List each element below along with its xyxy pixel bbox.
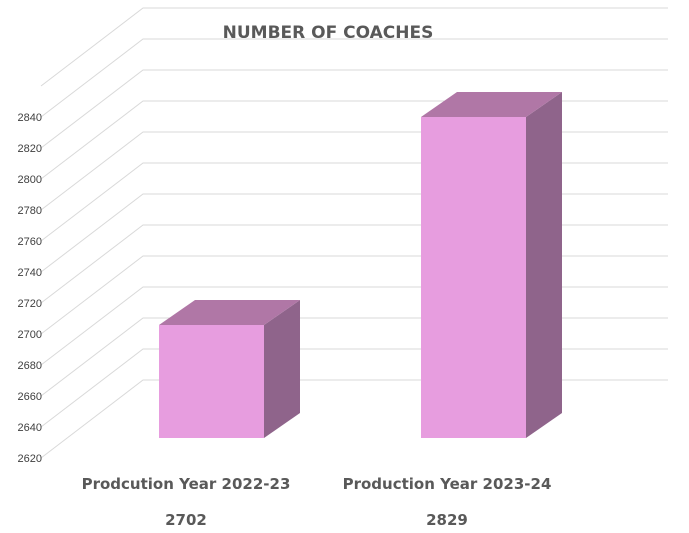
bar [159, 324, 264, 438]
category-labels: Prodcution Year 2022-23 2702 Production Ye… [82, 475, 552, 529]
y-tick-label: 2660 [18, 391, 42, 403]
y-tick-label: 2760 [18, 236, 42, 248]
value-label: 2829 [426, 511, 468, 529]
gridline [40, 317, 668, 397]
value-label: 2702 [165, 511, 207, 529]
gridline [40, 69, 668, 149]
y-tick-label: 2640 [18, 422, 42, 434]
y-tick-label: 2780 [18, 205, 42, 217]
bar-top [421, 92, 562, 117]
gridline [40, 100, 668, 180]
bar-top [159, 299, 300, 325]
category-label: Prodcution Year 2022-23 [82, 475, 291, 493]
y-tick-label: 2700 [18, 329, 42, 341]
y-tick-label: 2680 [18, 360, 42, 372]
bars [159, 92, 562, 438]
bar-side [526, 92, 562, 438]
gridline [40, 255, 668, 335]
gridline [40, 379, 668, 459]
y-tick-label: 2740 [18, 267, 42, 279]
gridline [40, 38, 668, 118]
bar [421, 117, 526, 438]
y-tick-label: 2720 [18, 298, 42, 310]
bar-side [264, 299, 300, 438]
y-axis-ticks: 2620 2640 2660 2680 2700 2720 2740 2760 2780 2800… [18, 112, 42, 465]
gridline [40, 348, 668, 428]
gridlines [40, 7, 668, 459]
gridline [40, 224, 668, 304]
y-tick-label: 2820 [18, 143, 42, 155]
gridline [40, 286, 668, 366]
chart-title: NUMBER OF COACHES [223, 23, 434, 43]
gridline [40, 7, 668, 87]
y-tick-label: 2840 [18, 112, 42, 124]
gridline [40, 193, 668, 273]
y-tick-label: 2800 [18, 174, 42, 186]
y-tick-label: 2620 [18, 453, 42, 465]
gridline [40, 131, 668, 211]
category-label: Production Year 2023-24 [343, 475, 552, 493]
gridline [40, 162, 668, 242]
